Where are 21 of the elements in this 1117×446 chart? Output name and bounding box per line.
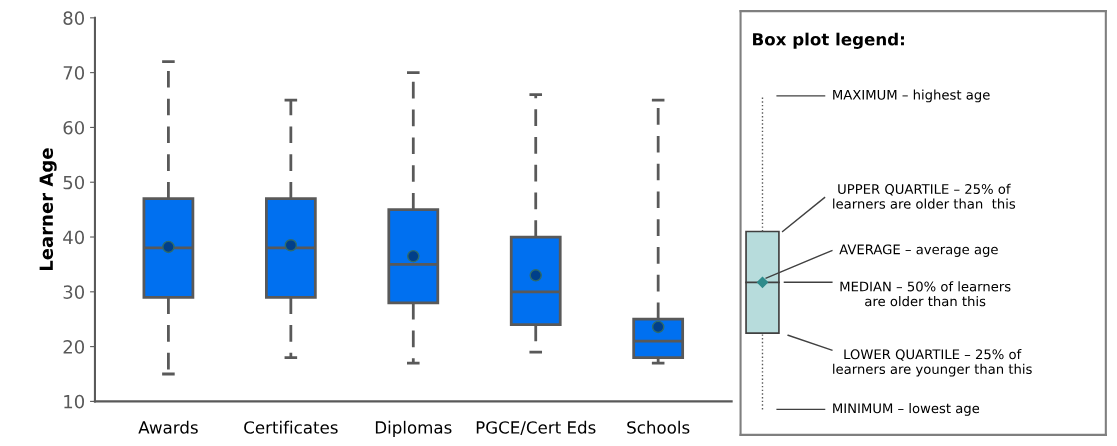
text: MINIMUM – lowest age [833, 403, 980, 416]
text: AVERAGE – average age [839, 244, 998, 257]
x-tick-label: Awards [138, 420, 198, 434]
y-tick-label: 50 [63, 175, 85, 190]
text: LOWER QUARTILE – 25% of learners are younger than this [833, 349, 1032, 377]
y-tick-label: 80 [63, 11, 85, 25]
text: MAXIMUM – highest age [833, 89, 990, 103]
text: UPPER QUARTILE – 25% of learners are older than this [833, 183, 1016, 209]
x-tick-label: Schools [627, 420, 690, 434]
y-tick-label: 40 [63, 230, 85, 245]
y-tick-label: 10 [64, 394, 85, 409]
y-tick-label: 20 [63, 340, 85, 354]
text: MEDIAN – 50% of learners are older than this [840, 281, 1011, 307]
x-tick-label: Diplomas [375, 420, 452, 437]
y-axis-title: Learner Age [39, 148, 57, 271]
x-tick-label: Certificates [244, 420, 338, 434]
y-tick-label: 30 [63, 285, 85, 299]
text: Box plot legend: [753, 32, 904, 49]
y-tick-label: 70 [63, 66, 85, 80]
x-tick-label: PGCE/Cert Eds [476, 420, 596, 436]
y-tick-label: 60 [63, 120, 85, 135]
